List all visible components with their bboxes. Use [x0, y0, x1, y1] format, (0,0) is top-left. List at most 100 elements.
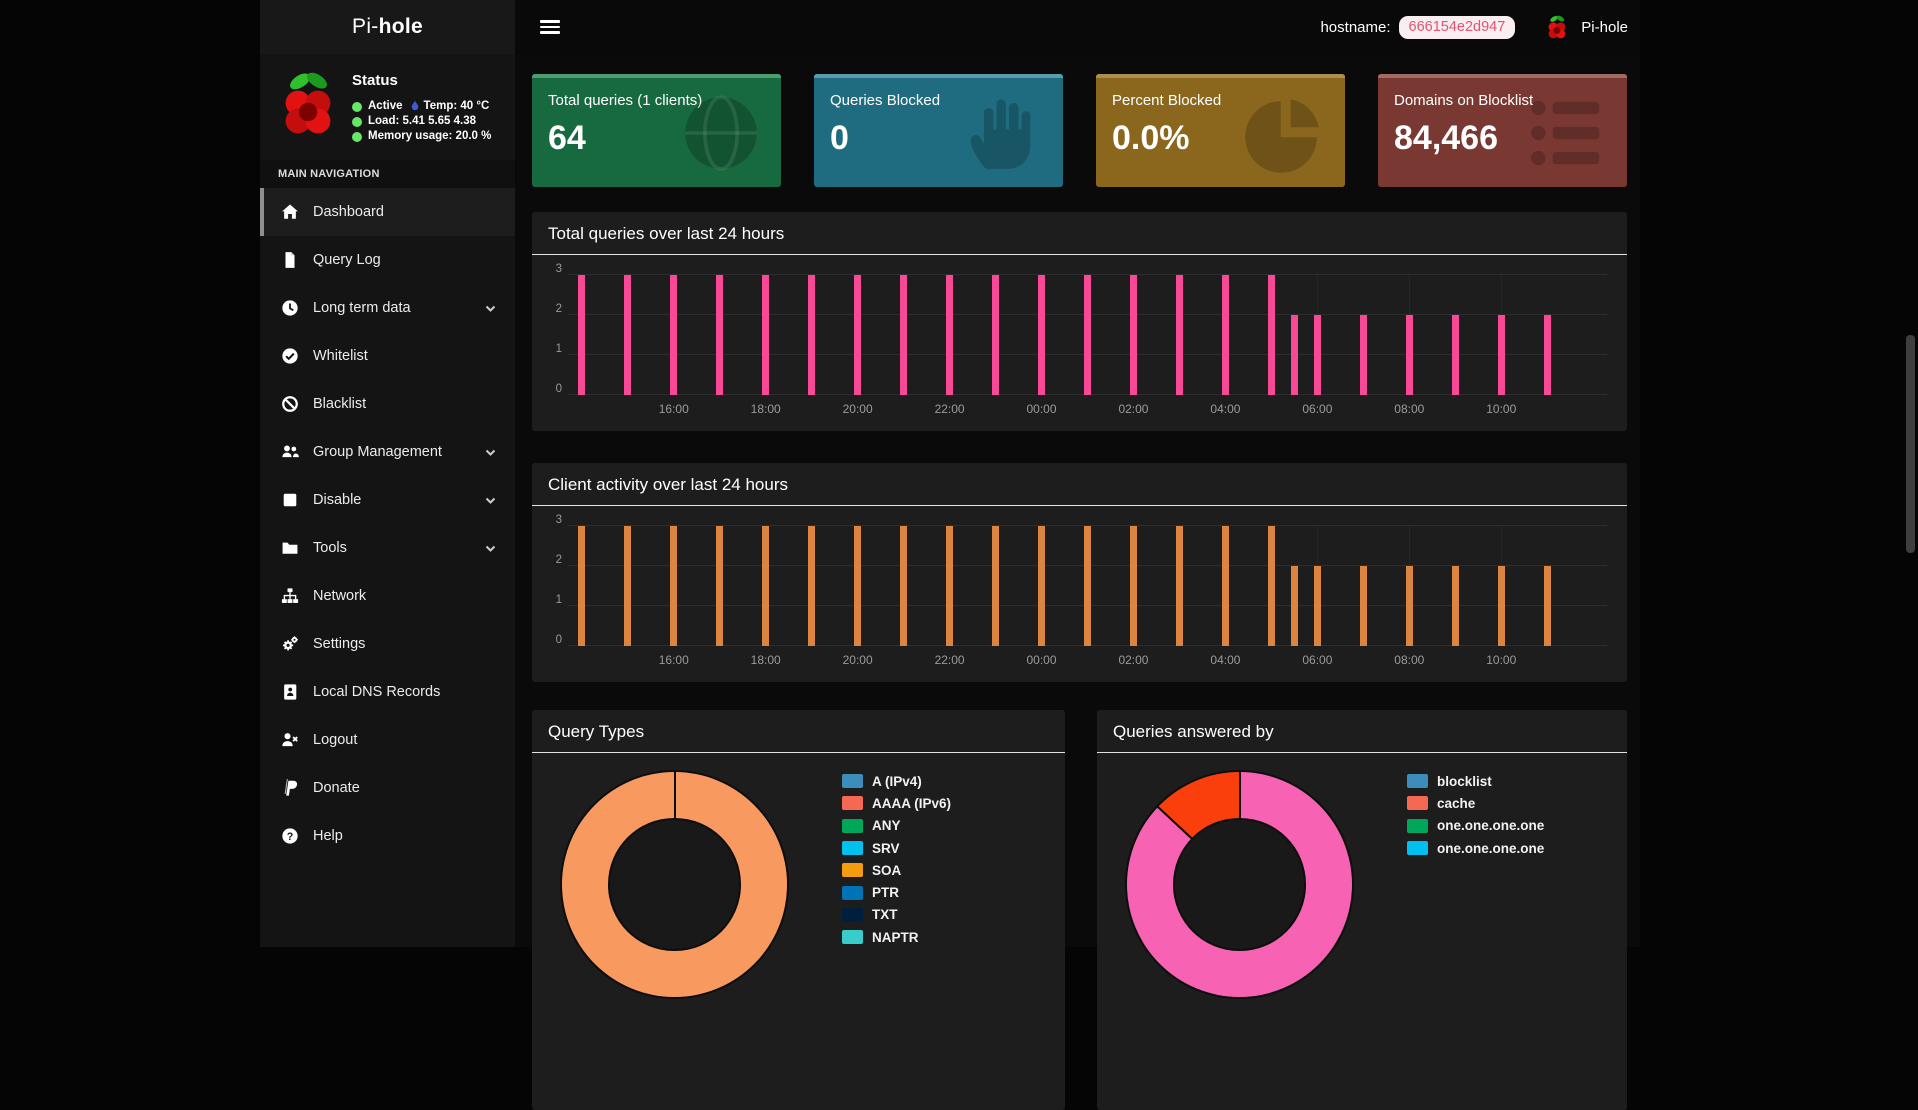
y-axis-tick: 2: [555, 303, 562, 316]
x-axis-tick: 06:00: [1302, 402, 1333, 416]
legend-item-soa[interactable]: SOA: [842, 859, 951, 881]
legend-item-one-one-one-one[interactable]: one.one.one.one: [1407, 837, 1544, 859]
x-axis-tick: 02:00: [1118, 402, 1149, 416]
bar-05:00: [1267, 526, 1275, 646]
slice-divider: [1156, 806, 1241, 885]
bar-23:00: [992, 275, 1000, 395]
legend-swatch: [842, 863, 863, 878]
legend-label: PTR: [872, 885, 899, 901]
sidebar-item-label: Help: [313, 828, 343, 844]
card-value: 0.0%: [1112, 119, 1190, 157]
raspberry-logo-icon: [1548, 15, 1566, 39]
sidebar: Pi-hole Status Active T: [260, 0, 515, 947]
legend-item-srv[interactable]: SRV: [842, 837, 951, 859]
brand-prefix: Pi-: [352, 15, 379, 38]
sidebar-item-label: Donate: [313, 780, 360, 796]
ban-icon: [282, 396, 298, 412]
x-axis-tick: 16:00: [658, 402, 689, 416]
legend-item-ptr[interactable]: PTR: [842, 881, 951, 903]
hostname-badge: 666154e2d947: [1398, 15, 1516, 39]
sidebar-item-dashboard[interactable]: Dashboard: [260, 188, 515, 236]
bar-04:00: [1221, 526, 1229, 646]
x-axis-tick: 06:00: [1302, 653, 1333, 667]
sidebar-item-donate[interactable]: Donate: [260, 764, 515, 812]
x-axis-tick: 04:00: [1210, 653, 1241, 667]
bar-18:00: [762, 275, 770, 395]
legend-item-any[interactable]: ANY: [842, 815, 951, 837]
sidebar-item-disable[interactable]: Disable: [260, 476, 515, 524]
legend-label: blocklist: [1437, 773, 1492, 789]
panel-title: Query Types: [532, 710, 1065, 753]
card-queries-blocked[interactable]: Queries Blocked 0: [814, 74, 1063, 187]
question-icon: ?: [282, 828, 298, 844]
status-active-label: Active: [368, 100, 403, 112]
bar-23:00: [992, 526, 1000, 646]
sidebar-item-settings[interactable]: Settings: [260, 620, 515, 668]
sidebar-item-tools[interactable]: Tools: [260, 524, 515, 572]
bar-07:00: [1359, 566, 1367, 646]
hostname-label: hostname:: [1320, 18, 1391, 36]
legend-label: one.one.one.one: [1437, 818, 1545, 834]
bar-02:00: [1129, 526, 1137, 646]
legend-item-blocklist[interactable]: blocklist: [1407, 770, 1544, 792]
sidebar-item-whitelist[interactable]: Whitelist: [260, 332, 515, 380]
chevron-down-icon: [485, 449, 496, 456]
card-total-queries-1-clients[interactable]: Total queries (1 clients) 64: [532, 74, 781, 187]
svg-text:?: ?: [287, 831, 294, 843]
panel-queries-answered-by: Queries answered by blocklist cache one.on…: [1097, 710, 1627, 1110]
status-line-memory: Memory usage: 20.0 %: [352, 129, 491, 144]
scrollbar-thumb[interactable]: [1906, 335, 1915, 553]
card-domains-on-blocklist[interactable]: Domains on Blocklist 84,466: [1378, 74, 1627, 187]
bar-19:00: [808, 526, 816, 646]
sidebar-item-help[interactable]: ? Help: [260, 812, 515, 860]
address-book-icon: [284, 684, 297, 700]
legend-swatch: [842, 841, 863, 856]
queries-answered-by-donut: [1127, 771, 1352, 997]
sidebar-item-query-log[interactable]: Query Log: [260, 236, 515, 284]
legend-item-txt[interactable]: TXT: [842, 904, 951, 926]
bar-18:00: [762, 526, 770, 646]
sidebar-logo: Pi-hole: [260, 0, 515, 54]
sidebar-item-network[interactable]: Network: [260, 572, 515, 620]
legend-label: A (IPv4): [872, 773, 922, 789]
legend-label: AAAA (IPv6): [872, 795, 952, 811]
status-dot-icon: [352, 116, 362, 127]
card-percent-blocked[interactable]: Percent Blocked 0.0%: [1096, 74, 1345, 187]
x-axis-tick: 16:00: [658, 653, 689, 667]
pihole-app: Pi-hole Status Active T: [260, 0, 1640, 1110]
bar-21:00: [900, 526, 908, 646]
sidebar-item-label: Tools: [313, 540, 347, 556]
stop-icon: [283, 493, 297, 507]
bar-11:00: [1543, 566, 1551, 646]
paypal-icon: [284, 779, 298, 796]
legend-item-one-one-one-one[interactable]: one.one.one.one: [1407, 815, 1544, 837]
status-block: Status Active Temp: 40 °C Load: 5.41 5.6…: [260, 54, 515, 160]
sidebar-item-local-dns-records[interactable]: Local DNS Records: [260, 668, 515, 716]
legend-item-cache[interactable]: cache: [1407, 792, 1544, 814]
card-value: 0: [830, 119, 849, 157]
scrollbar-track: [1904, 0, 1918, 947]
hamburger-menu-icon[interactable]: [540, 17, 560, 37]
legend-item-naptr[interactable]: NAPTR: [842, 926, 951, 948]
pie-icon: [1245, 99, 1319, 173]
x-axis-tick: 10:00: [1486, 402, 1517, 416]
legend-item-a-ipv4[interactable]: A (IPv4): [842, 770, 951, 792]
legend-item-aaaa-ipv6[interactable]: AAAA (IPv6): [842, 792, 951, 814]
sidebar-item-logout[interactable]: Logout: [260, 716, 515, 764]
bar-01:00: [1084, 275, 1091, 395]
sidebar-item-label: Group Management: [313, 444, 442, 460]
summary-cards: Total queries (1 clients) 64 Queries Block…: [532, 74, 1627, 187]
brand-bold: hole: [378, 15, 423, 38]
sidebar-item-label: Local DNS Records: [313, 684, 441, 700]
main-content: Total queries (1 clients) 64 Queries Block…: [515, 54, 1640, 1110]
bar-19:00: [808, 275, 816, 395]
sidebar-item-blacklist[interactable]: Blacklist: [260, 380, 515, 428]
sidebar-item-label: Whitelist: [313, 348, 368, 364]
sidebar-item-long-term-data[interactable]: Long term data: [260, 284, 515, 332]
card-title: Total queries (1 clients): [548, 92, 703, 109]
sidebar-item-group-management[interactable]: Group Management: [260, 428, 515, 476]
hand-icon: [970, 99, 1031, 169]
x-axis-tick: 08:00: [1394, 653, 1425, 667]
y-axis-tick: 0: [555, 634, 562, 646]
navbar-right: hostname: 666154e2d947 Pi-hole: [1320, 14, 1640, 40]
